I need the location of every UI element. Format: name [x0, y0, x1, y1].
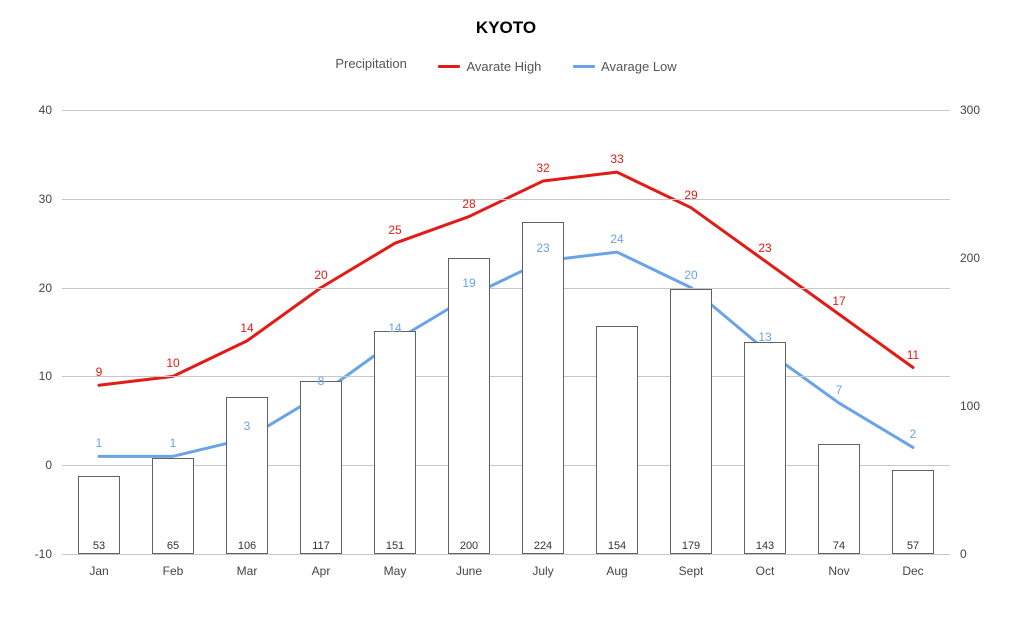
x-tick-month: Mar — [237, 564, 258, 578]
precipitation-value-label: 53 — [93, 540, 105, 552]
avg-low-value-label: 3 — [244, 419, 251, 433]
avg-low-value-label: 7 — [836, 383, 843, 397]
y-right-tick: 200 — [960, 251, 980, 265]
y-right-tick: 300 — [960, 103, 980, 117]
lines-layer — [62, 110, 950, 554]
x-tick-month: Aug — [606, 564, 627, 578]
y-left-tick: 0 — [0, 458, 52, 472]
avg-low-value-label: 23 — [536, 241, 549, 255]
precipitation-bar — [522, 222, 563, 554]
x-tick-month: Sept — [679, 564, 704, 578]
avg-high-value-label: 17 — [832, 294, 845, 308]
avg-low-value-label: 19 — [462, 276, 475, 290]
legend-item-precipitation: Precipitation — [335, 56, 407, 71]
x-tick-month: June — [456, 564, 482, 578]
gridline — [62, 554, 950, 555]
precipitation-value-label: 179 — [682, 540, 700, 552]
avg-high-value-label: 20 — [314, 268, 327, 282]
legend-label-precipitation: Precipitation — [335, 56, 407, 71]
legend-label-low: Avarage Low — [601, 59, 677, 74]
precipitation-value-label: 57 — [907, 540, 919, 552]
precipitation-bar — [300, 381, 341, 554]
avg-low-value-label: 1 — [170, 436, 177, 450]
legend-swatch-high — [438, 65, 460, 68]
x-tick-month: Jan — [89, 564, 108, 578]
x-tick-month: Apr — [312, 564, 331, 578]
precipitation-value-label: 74 — [833, 540, 845, 552]
avg-high-value-label: 10 — [166, 356, 179, 370]
precipitation-value-label: 106 — [238, 540, 256, 552]
legend-label-high: Avarate High — [466, 59, 541, 74]
avg-high-value-label: 9 — [96, 365, 103, 379]
avg-high-value-label: 32 — [536, 161, 549, 175]
precipitation-bar — [744, 342, 785, 554]
precipitation-value-label: 117 — [312, 540, 330, 552]
x-tick-month: May — [384, 564, 407, 578]
y-left-tick: 40 — [0, 103, 52, 117]
avg-high-value-label: 11 — [907, 348, 919, 362]
avg-high-value-label: 28 — [462, 197, 475, 211]
gridline — [62, 465, 950, 466]
avg-low-value-label: 13 — [758, 330, 771, 344]
y-right-tick: 100 — [960, 399, 980, 413]
avg-low-value-label: 14 — [388, 321, 401, 335]
avg-low-value-label: 8 — [318, 374, 325, 388]
avg-high-value-label: 33 — [610, 152, 623, 166]
precipitation-value-label: 143 — [756, 540, 774, 552]
legend: Precipitation Avarate High Avarage Low — [0, 56, 1012, 74]
avg-low-value-label: 1 — [96, 436, 103, 450]
precipitation-bar — [448, 258, 489, 554]
avg-high-value-label: 29 — [684, 188, 697, 202]
precipitation-value-label: 65 — [167, 540, 179, 552]
x-tick-month: Nov — [828, 564, 849, 578]
gridline — [62, 376, 950, 377]
precipitation-value-label: 151 — [386, 540, 404, 552]
avg-low-value-label: 2 — [910, 427, 917, 441]
y-right-tick: 0 — [960, 547, 967, 561]
precipitation-bar — [818, 444, 859, 554]
precipitation-value-label: 154 — [608, 540, 626, 552]
avg-low-value-label: 24 — [610, 232, 623, 246]
y-left-tick: -10 — [0, 547, 52, 561]
x-tick-month: Dec — [902, 564, 923, 578]
y-left-tick: 30 — [0, 192, 52, 206]
precipitation-value-label: 200 — [460, 540, 478, 552]
avg-high-value-label: 23 — [758, 241, 771, 255]
precipitation-bar — [670, 289, 711, 554]
x-tick-month: July — [532, 564, 553, 578]
precipitation-value-label: 224 — [534, 540, 552, 552]
avg-low-value-label: 20 — [684, 268, 697, 282]
chart-title: KYOTO — [0, 18, 1012, 38]
y-left-tick: 10 — [0, 369, 52, 383]
avg-high-value-label: 25 — [388, 223, 401, 237]
precipitation-bar — [596, 326, 637, 554]
gridline — [62, 110, 950, 111]
gridline — [62, 288, 950, 289]
y-left-tick: 20 — [0, 281, 52, 295]
precipitation-bar — [374, 331, 415, 554]
legend-item-low: Avarage Low — [573, 59, 677, 74]
x-tick-month: Oct — [756, 564, 775, 578]
x-tick-month: Feb — [163, 564, 184, 578]
avg-high-value-label: 14 — [240, 321, 253, 335]
legend-item-high: Avarate High — [438, 59, 541, 74]
legend-swatch-low — [573, 65, 595, 68]
gridline — [62, 199, 950, 200]
